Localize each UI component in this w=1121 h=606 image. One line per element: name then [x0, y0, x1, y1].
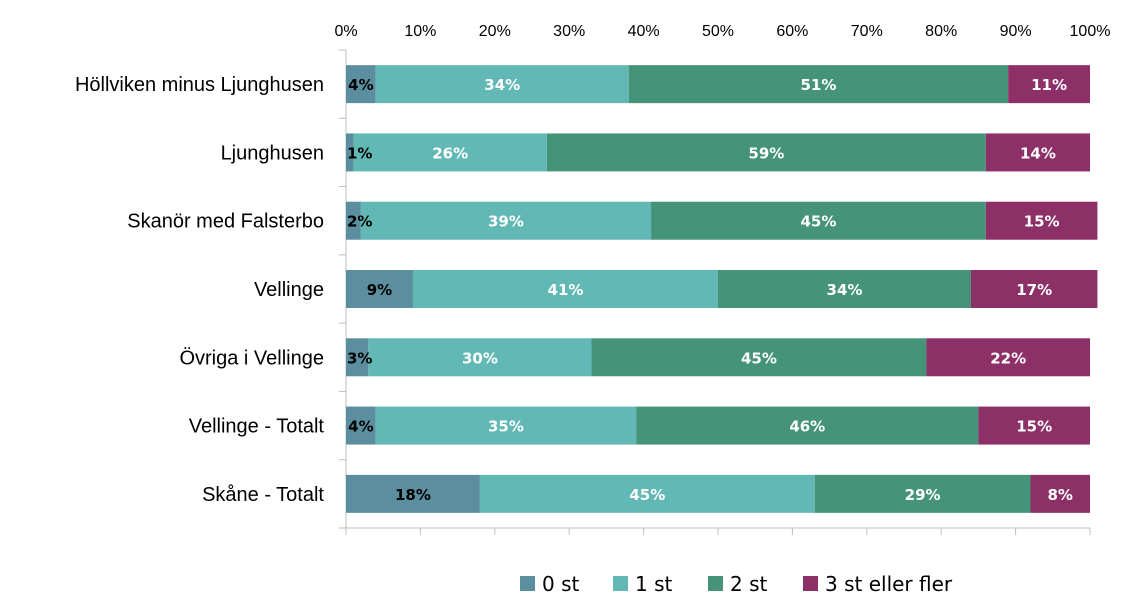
bar-segment: [1030, 474, 1090, 513]
bar-segment: [718, 270, 971, 308]
bar-segment: [814, 474, 1031, 513]
data-label: 18%: [395, 486, 431, 504]
legend-swatch: [520, 576, 535, 591]
x-tick-label: 0%: [334, 23, 357, 40]
bar-segment: [985, 201, 1098, 240]
data-label: 1%: [347, 144, 372, 162]
bar-segment: [479, 474, 815, 513]
data-label: 45%: [800, 213, 836, 231]
data-label: 35%: [488, 418, 524, 436]
legend-label: 0 st: [542, 572, 580, 596]
category-label: Vellinge: [254, 279, 324, 301]
x-tick-label: 100%: [1070, 23, 1111, 40]
category-label: Skanör med Falsterbo: [127, 211, 324, 233]
data-label: 46%: [789, 418, 825, 436]
category-axis: Höllviken minus Ljunghusen Ljunghusen Skan…: [75, 49, 347, 529]
data-label: 59%: [748, 144, 784, 162]
data-label: 41%: [548, 281, 584, 299]
bar-segment: [636, 406, 979, 445]
x-tick-label: 80%: [925, 23, 957, 40]
x-tick-label: 50%: [702, 23, 734, 40]
data-label: 11%: [1031, 76, 1067, 94]
data-label: 9%: [367, 281, 392, 299]
x-tick-label: 40%: [628, 23, 660, 40]
bar-segment: [353, 133, 547, 172]
legend-swatch: [708, 576, 723, 591]
data-label: 4%: [348, 76, 373, 94]
legend-swatch: [613, 576, 628, 591]
data-label: 17%: [1016, 281, 1052, 299]
bar-segment: [346, 201, 361, 240]
legend-label: 2 st: [730, 572, 768, 596]
category-label: Skåne - Totalt: [202, 484, 324, 506]
legend-label: 3 st eller fler: [825, 572, 953, 596]
bar-segment: [412, 270, 718, 308]
data-label: 39%: [488, 213, 524, 231]
bar-segment: [346, 474, 480, 513]
legend: 0 st 1 st 2 st 3 st eller fler: [520, 572, 953, 596]
bar-segments: [346, 65, 1098, 513]
bar-segment: [346, 270, 413, 308]
data-label: 34%: [827, 281, 863, 299]
data-label: 8%: [1048, 486, 1073, 504]
data-label: 15%: [1024, 213, 1060, 231]
category-label: Ljunghusen: [221, 142, 324, 164]
bar-segment: [651, 201, 986, 240]
data-label: 22%: [990, 349, 1026, 367]
bar-segment: [346, 65, 376, 104]
bar-segment: [628, 65, 1009, 104]
x-tick-label: 90%: [1000, 23, 1032, 40]
legend-label: 1 st: [635, 572, 673, 596]
x-tick-label: 10%: [404, 23, 436, 40]
bar-segment: [978, 406, 1090, 445]
data-label: 2%: [347, 213, 372, 231]
bar-segment: [346, 133, 354, 172]
data-label: 26%: [432, 144, 468, 162]
data-label: 45%: [741, 349, 777, 367]
bar-segment: [360, 201, 652, 240]
x-tick-label: 60%: [776, 23, 808, 40]
bar-segment: [591, 338, 927, 377]
x-axis-ticks: 0% 10% 20% 30% 40% 50% 60% 70% 80% 90% 100%: [334, 23, 1110, 40]
bar-segment: [346, 338, 369, 377]
bar-segment: [1008, 65, 1090, 104]
bar-segment: [375, 65, 629, 104]
legend-swatch: [803, 576, 818, 591]
x-tick-label: 30%: [553, 23, 585, 40]
data-label: 4%: [348, 418, 373, 436]
category-label: Övriga i Vellinge: [179, 347, 324, 369]
data-label: 45%: [629, 486, 665, 504]
x-tick-label: 20%: [479, 23, 511, 40]
category-label: Höllviken minus Ljunghusen: [75, 74, 324, 96]
data-label: 51%: [800, 76, 836, 94]
data-label: 3%: [347, 349, 372, 367]
bar-segment: [546, 133, 986, 172]
data-label: 15%: [1016, 418, 1052, 436]
data-label: 34%: [484, 76, 520, 94]
data-label: 14%: [1020, 144, 1056, 162]
value-axis: [345, 527, 1091, 535]
bar-segment: [985, 133, 1090, 172]
bar-segment: [970, 270, 1098, 308]
data-labels: 4% 34% 51% 11% 1% 26% 59% 14% 2% 39% 45% 15% 9% 41% 34…: [347, 76, 1073, 504]
bar-segment: [375, 406, 637, 445]
bar-segment: [926, 338, 1090, 377]
bar-segment: [368, 338, 592, 377]
data-label: 30%: [462, 349, 498, 367]
bar-segment: [346, 406, 376, 445]
data-label: 29%: [905, 486, 941, 504]
category-label: Vellinge - Totalt: [189, 416, 325, 438]
x-tick-label: 70%: [851, 23, 883, 40]
